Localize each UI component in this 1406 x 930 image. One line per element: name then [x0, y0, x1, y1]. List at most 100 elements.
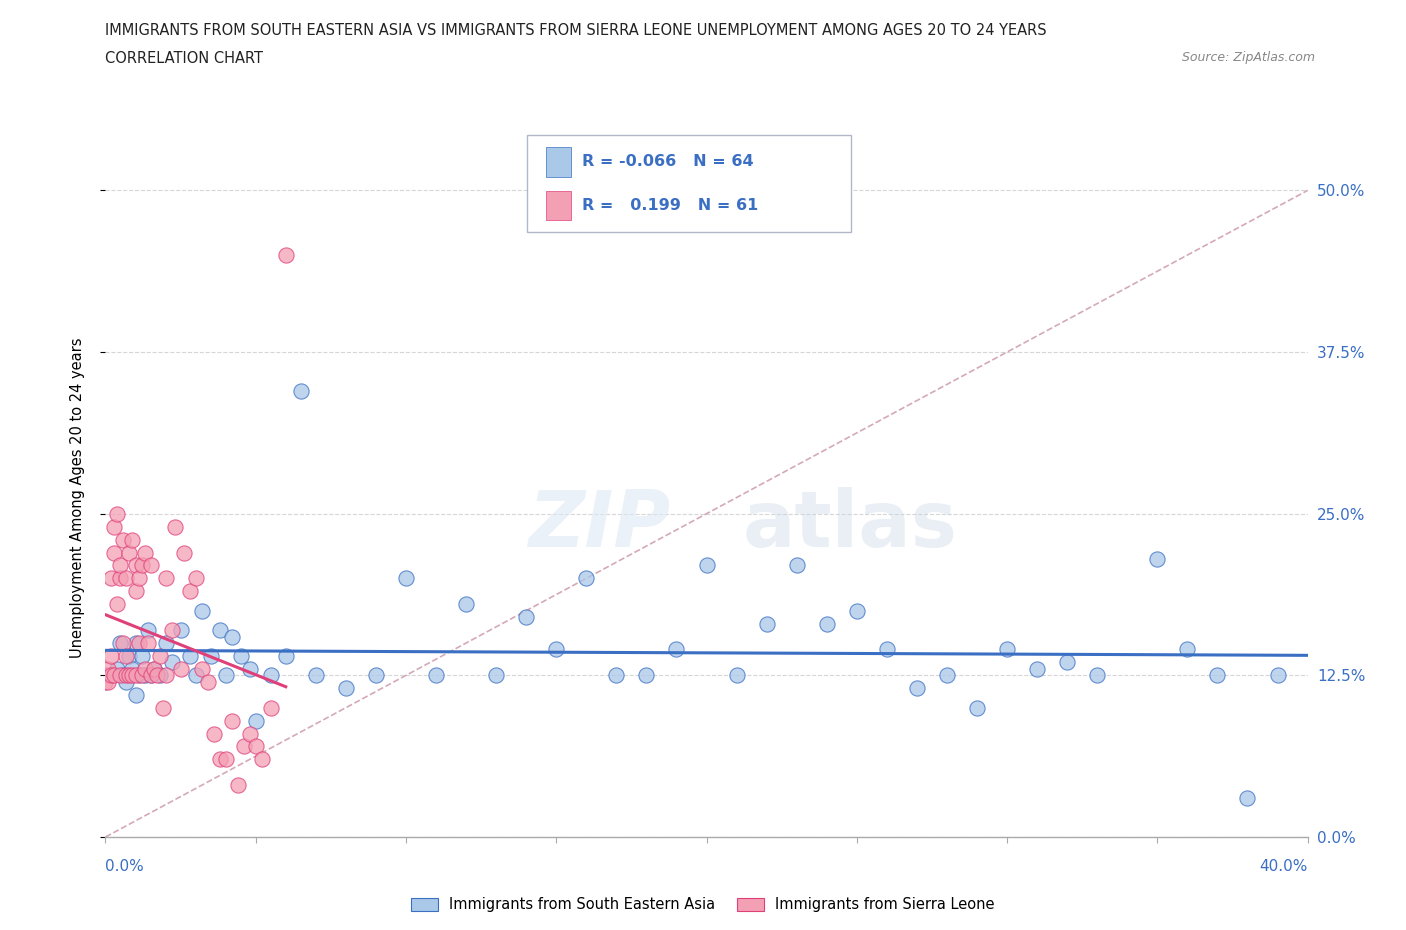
Point [274, 648, 297, 663]
Point [134, 661, 156, 676]
Point [425, 668, 447, 683]
Point [115, 648, 138, 663]
Point [94, 668, 117, 683]
Text: IMMIGRANTS FROM SOUTH EASTERN ASIA VS IMMIGRANTS FROM SIERRA LEONE UNEMPLOYMENT : IMMIGRANTS FROM SOUTH EASTERN ASIA VS IM… [105, 23, 1047, 38]
Point [239, 661, 262, 676]
Point [1175, 642, 1198, 657]
Point [152, 700, 174, 715]
Point [454, 597, 477, 612]
Point [142, 661, 165, 676]
Point [115, 668, 138, 683]
Point [226, 777, 249, 792]
Point [139, 668, 162, 683]
Point [124, 635, 146, 650]
Point [202, 726, 225, 741]
Point [190, 661, 212, 676]
Point [995, 642, 1018, 657]
Point [876, 642, 898, 657]
Point [100, 668, 122, 683]
Point [163, 519, 186, 534]
Point [124, 558, 146, 573]
Point [118, 648, 141, 663]
Point [179, 648, 201, 663]
Point [134, 668, 156, 683]
Point [121, 668, 143, 683]
Point [221, 629, 243, 644]
Text: Source: ZipAtlas.com: Source: ZipAtlas.com [1181, 51, 1315, 64]
Point [274, 247, 297, 262]
Point [128, 635, 150, 650]
Point [112, 668, 135, 683]
Point [136, 623, 159, 638]
Point [229, 648, 252, 663]
Point [131, 558, 153, 573]
Point [575, 571, 598, 586]
Legend: Immigrants from South Eastern Asia, Immigrants from Sierra Leone: Immigrants from South Eastern Asia, Immi… [405, 891, 1001, 918]
Point [155, 571, 177, 586]
Point [260, 668, 283, 683]
Point [636, 668, 658, 683]
Point [139, 558, 162, 573]
Point [936, 668, 959, 683]
Point [260, 700, 283, 715]
Point [124, 687, 146, 702]
Point [131, 648, 153, 663]
Point [546, 642, 568, 657]
Point [335, 681, 357, 696]
Point [485, 668, 508, 683]
Point [115, 571, 138, 586]
Point [665, 642, 688, 657]
Point [214, 752, 236, 767]
Point [128, 571, 150, 586]
Point [845, 604, 868, 618]
Point [110, 635, 132, 650]
Text: 40.0%: 40.0% [1260, 859, 1308, 874]
Text: atlas: atlas [742, 486, 957, 563]
Point [100, 668, 122, 683]
Point [208, 623, 231, 638]
Point [103, 519, 125, 534]
Point [148, 668, 170, 683]
Point [1146, 551, 1168, 566]
Point [755, 617, 778, 631]
Point [1267, 668, 1289, 683]
Point [121, 661, 143, 676]
Point [121, 532, 143, 547]
Point [290, 383, 312, 398]
Point [107, 661, 129, 676]
Point [110, 571, 132, 586]
Point [139, 668, 162, 683]
Point [197, 674, 219, 689]
Point [208, 752, 231, 767]
Point [131, 668, 153, 683]
Point [160, 655, 183, 670]
Point [1206, 668, 1229, 683]
Point [786, 558, 808, 573]
Point [134, 545, 156, 560]
Point [1026, 661, 1049, 676]
Point [1236, 790, 1258, 805]
Point [250, 752, 273, 767]
Text: 0.0%: 0.0% [105, 859, 145, 874]
Point [136, 635, 159, 650]
Point [815, 617, 838, 631]
Point [696, 558, 718, 573]
Point [103, 545, 125, 560]
Point [142, 661, 165, 676]
Point [124, 668, 146, 683]
Point [245, 739, 267, 754]
Point [148, 648, 170, 663]
Point [179, 584, 201, 599]
Point [100, 648, 122, 663]
Point [118, 545, 141, 560]
Point [160, 623, 183, 638]
Point [97, 674, 120, 689]
Point [232, 739, 254, 754]
Point [725, 668, 748, 683]
Point [107, 597, 129, 612]
Text: ZIP: ZIP [529, 486, 671, 563]
Point [115, 674, 138, 689]
Point [173, 545, 195, 560]
Point [1056, 655, 1078, 670]
Point [107, 506, 129, 521]
